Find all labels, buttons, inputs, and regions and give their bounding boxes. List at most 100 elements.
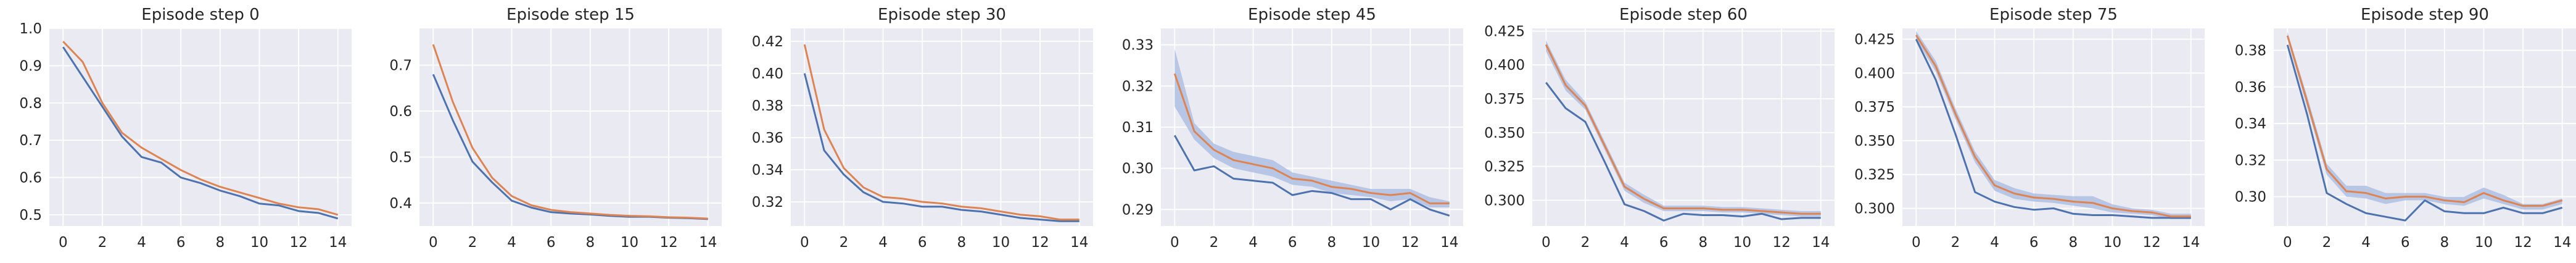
plot-area	[791, 28, 1093, 226]
chart-title: Episode step 15	[506, 6, 635, 24]
y-tick-label: 0.325	[1854, 167, 1895, 183]
x-tick-label: 6	[2401, 235, 2410, 251]
x-tick-label: 8	[2068, 235, 2078, 251]
x-tick-label: 14	[2553, 235, 2571, 251]
y-tick-label: 0.9	[19, 58, 42, 74]
series-line-blue	[803, 73, 1080, 222]
x-tick-label: 2	[1581, 235, 1590, 251]
y-tick-label: 0.425	[1854, 32, 1895, 48]
y-tick-label: 0.30	[1122, 161, 1154, 177]
chart-title: Episode step 90	[2361, 6, 2489, 24]
y-tick-label: 0.7	[19, 133, 42, 149]
x-tick-label: 14	[1070, 235, 1088, 251]
y-tick-label: 0.5	[19, 207, 42, 223]
x-tick-label: 8	[1698, 235, 1707, 251]
y-tick-label: 0.32	[2235, 152, 2266, 169]
y-tick-label: 0.38	[2235, 43, 2266, 59]
y-tick-label: 0.38	[752, 98, 783, 114]
x-tick-label: 12	[289, 235, 307, 251]
x-tick-label: 8	[957, 235, 966, 251]
series-line-orange	[2286, 35, 2563, 207]
y-tick-label: 0.34	[752, 162, 783, 178]
y-tick-label: 0.5	[389, 149, 412, 165]
x-tick-label: 2	[2322, 235, 2332, 251]
x-tick-label: 6	[2029, 235, 2039, 251]
x-tick-label: 8	[1327, 235, 1336, 251]
x-tick-label: 8	[2440, 235, 2449, 251]
y-tick-label: 0.375	[1484, 91, 1525, 107]
chart-panel: 0 2 4 6 8 10 12 14 0.32 0.34 0.36 0.38 0.40 0.42 Episo…	[752, 6, 1093, 251]
x-tick-label: 4	[137, 235, 146, 251]
x-tick-label: 12	[2142, 235, 2160, 251]
x-tick-label: 4	[878, 235, 888, 251]
x-tick-label: 12	[2514, 235, 2532, 251]
series-line-blue	[62, 46, 339, 220]
y-tick-label: 0.31	[1122, 120, 1154, 136]
x-tick-label: 12	[659, 235, 677, 251]
chart-title: Episode step 0	[141, 6, 259, 24]
y-tick-label: 0.4	[389, 196, 412, 212]
x-tick-label: 10	[1733, 235, 1751, 251]
x-tick-label: 12	[1031, 235, 1049, 251]
x-tick-label: 2	[1951, 235, 1960, 251]
y-tick-label: 0.325	[1484, 159, 1525, 175]
x-tick-label: 10	[2475, 235, 2493, 251]
x-tick-label: 2	[468, 235, 477, 251]
x-tick-label: 0	[59, 235, 68, 251]
chart-panel: 0 2 4 6 8 10 12 14 0.300 0.325 0.350 0.375 0.400 0.42…	[1484, 6, 1835, 251]
series-line-orange	[803, 44, 1080, 221]
plot-area	[419, 28, 722, 226]
x-tick-label: 0	[1542, 235, 1551, 251]
x-tick-label: 2	[98, 235, 107, 251]
x-tick-label: 8	[585, 235, 595, 251]
y-tick-label: 0.350	[1854, 133, 1895, 149]
x-tick-label: 6	[1659, 235, 1669, 251]
x-tick-label: 14	[1812, 235, 1830, 251]
y-tick-label: 0.7	[389, 58, 412, 74]
x-tick-label: 14	[1440, 235, 1458, 251]
y-tick-label: 0.6	[19, 170, 42, 186]
y-tick-label: 0.34	[2235, 116, 2266, 132]
chart-title: Episode step 75	[1989, 6, 2118, 24]
chart-panel: 0 2 4 6 8 10 12 14 0.300 0.325 0.350 0.375 0.400 0.42…	[1854, 6, 2205, 251]
y-tick-label: 0.6	[389, 104, 412, 120]
series-line-orange	[432, 44, 708, 220]
x-tick-label: 0	[429, 235, 438, 251]
chart-panel: 0 2 4 6 8 10 12 14 0.29 0.30 0.31 0.32 0.33 Episode s…	[1122, 6, 1463, 251]
x-tick-label: 2	[1210, 235, 1219, 251]
chart-title: Episode step 45	[1248, 6, 1376, 24]
y-tick-label: 0.42	[752, 34, 783, 50]
plot-area	[1532, 28, 1835, 226]
x-tick-label: 0	[1912, 235, 1921, 251]
x-tick-label: 14	[699, 235, 717, 251]
plot-area	[49, 28, 352, 226]
x-tick-label: 4	[1249, 235, 1258, 251]
x-tick-label: 10	[621, 235, 638, 251]
chart-panel: 0 2 4 6 8 10 12 14 0.5 0.6 0.7 0.8 0.9 1.0 Episode ste…	[19, 6, 352, 251]
x-tick-label: 6	[918, 235, 927, 251]
x-tick-label: 6	[1288, 235, 1297, 251]
y-tick-label: 1.0	[19, 21, 42, 37]
series-line-orange	[1915, 35, 2191, 218]
x-tick-label: 4	[1620, 235, 1629, 251]
x-tick-label: 12	[1772, 235, 1790, 251]
series-line-orange	[1545, 44, 1821, 215]
chart-title: Episode step 30	[878, 6, 1006, 24]
series-line-orange	[1173, 73, 1450, 204]
x-tick-label: 0	[1170, 235, 1179, 251]
y-tick-label: 0.8	[19, 96, 42, 112]
y-tick-label: 0.375	[1854, 99, 1895, 115]
x-tick-label: 0	[2283, 235, 2292, 251]
x-tick-label: 8	[215, 235, 225, 251]
x-tick-label: 10	[250, 235, 268, 251]
x-tick-label: 4	[1990, 235, 1999, 251]
x-tick-label: 14	[329, 235, 347, 251]
y-tick-label: 0.36	[752, 130, 783, 146]
x-tick-label: 2	[840, 235, 849, 251]
y-tick-label: 0.32	[1122, 78, 1154, 94]
y-tick-label: 0.300	[1484, 193, 1525, 209]
x-tick-label: 12	[1401, 235, 1419, 251]
x-tick-label: 4	[507, 235, 516, 251]
y-tick-label: 0.29	[1122, 202, 1154, 218]
